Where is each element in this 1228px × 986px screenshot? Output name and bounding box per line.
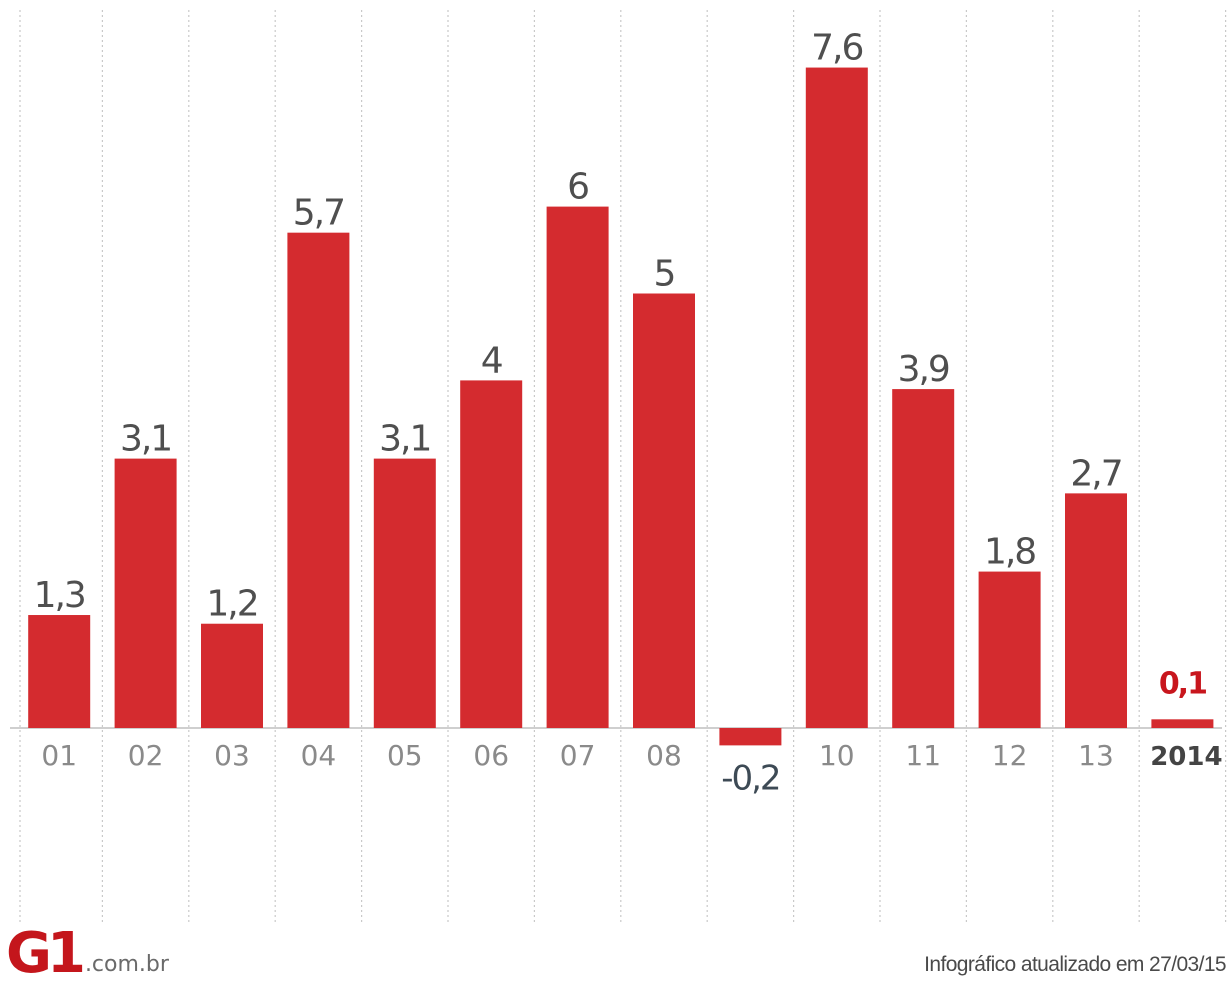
x-tick-label: 12 xyxy=(992,739,1028,772)
bar-value-label: 7,6 xyxy=(811,28,862,69)
bar-value-label: 4 xyxy=(481,340,502,381)
bar xyxy=(978,571,1041,728)
bar-value-label: 1,8 xyxy=(984,532,1035,573)
x-tick-label: 03 xyxy=(214,739,250,772)
bar-value-label: 2,7 xyxy=(1070,453,1121,494)
x-tick-label: 05 xyxy=(387,739,423,772)
bar xyxy=(719,728,782,746)
bar xyxy=(114,458,177,728)
bar xyxy=(633,293,695,728)
update-note: Infográfico atualizado em 27/03/15 xyxy=(924,953,1226,976)
bar xyxy=(28,615,91,728)
x-tick-label: 11 xyxy=(905,739,941,772)
bar xyxy=(892,389,955,728)
brand-domain: .com.br xyxy=(84,952,169,977)
bar xyxy=(546,206,609,729)
bar-value-label: 6 xyxy=(567,167,588,208)
x-tick-label: 08 xyxy=(646,739,682,772)
bar xyxy=(373,458,436,728)
brand-logo: G1 .com.br xyxy=(6,921,169,986)
x-tick-label: 13 xyxy=(1078,739,1114,772)
bar-value-label: 3,9 xyxy=(898,349,949,390)
bar-value-label: 5,7 xyxy=(293,193,344,234)
bar-value-label: 1,3 xyxy=(34,575,85,616)
bar-value-label: 3,1 xyxy=(379,419,430,460)
bar xyxy=(287,232,350,729)
x-tick-label: 04 xyxy=(301,739,337,772)
bar-value-label: 0,1 xyxy=(1159,666,1206,701)
bar xyxy=(1151,719,1214,728)
bar-value-label: -0,2 xyxy=(721,758,779,798)
bar xyxy=(460,380,523,728)
x-tick-label: 2014 xyxy=(1150,742,1222,772)
x-tick-label: 01 xyxy=(41,739,77,772)
bar xyxy=(201,623,263,728)
bar-value-label: 5 xyxy=(654,254,675,295)
x-tick-label: 07 xyxy=(560,739,596,772)
g1-logo: G1 xyxy=(6,921,86,986)
bar-value-label: 1,2 xyxy=(206,584,257,625)
x-tick-label: 02 xyxy=(128,739,164,772)
bar xyxy=(805,67,868,728)
x-tick-label: 06 xyxy=(473,739,509,772)
x-tick-label: 10 xyxy=(819,739,855,772)
bar-value-label: 3,1 xyxy=(120,419,171,460)
bar xyxy=(1065,493,1127,728)
